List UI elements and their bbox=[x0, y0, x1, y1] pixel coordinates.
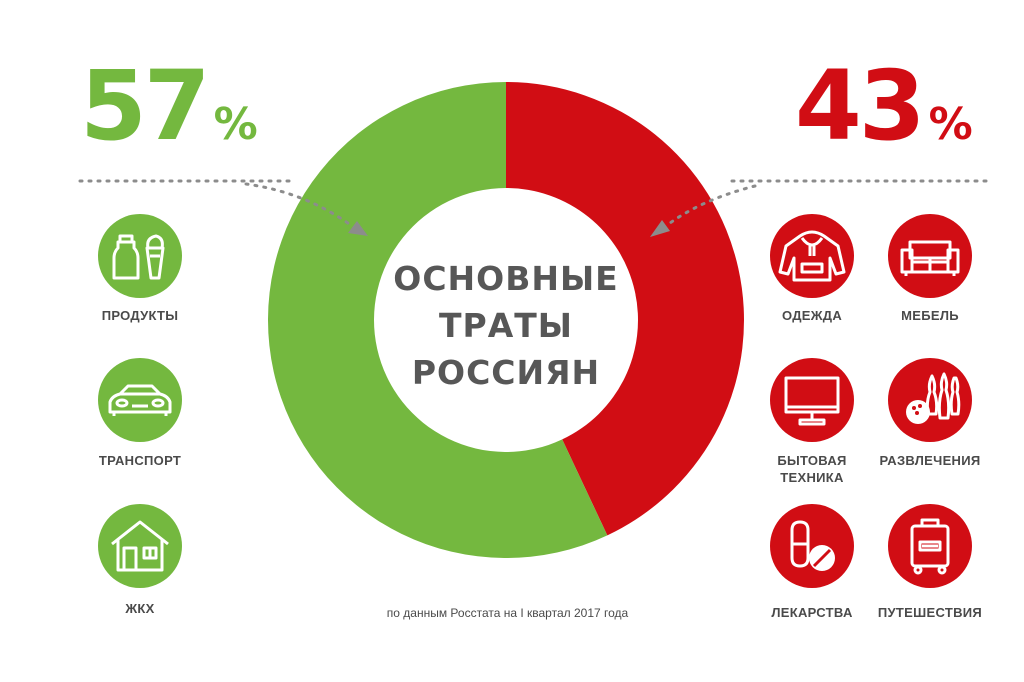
chart-title-line-1: ОСНОВНЫЕ bbox=[393, 259, 619, 298]
category-label-clothing: ОДЕЖДА bbox=[781, 308, 843, 323]
donut-slice-green bbox=[268, 82, 608, 558]
right-pointer-arrow bbox=[650, 184, 757, 237]
monitor-icon bbox=[770, 358, 854, 442]
donut-slice-red bbox=[506, 82, 745, 536]
green-share-value: 57% bbox=[80, 58, 258, 154]
red-share-unit: % bbox=[928, 99, 973, 150]
groceries-icon bbox=[98, 214, 182, 298]
category-label-appliances-line-1: БЫТОВАЯ bbox=[777, 453, 847, 468]
bowling-icon bbox=[888, 358, 972, 442]
house-icon bbox=[98, 504, 182, 588]
category-label-utilities: ЖКХ bbox=[125, 601, 155, 616]
pills-icon bbox=[770, 504, 854, 588]
category-label-transport: ТРАНСПОРТ bbox=[98, 453, 182, 468]
chart-title-line-3: РОССИЯН bbox=[411, 353, 601, 392]
red-share-number: 43 bbox=[795, 50, 926, 162]
donut bbox=[268, 82, 745, 558]
hoodie-icon bbox=[770, 214, 854, 298]
category-label-groceries: ПРОДУКТЫ bbox=[101, 308, 179, 323]
category-label-travel: ПУТЕШЕСТВИЯ bbox=[877, 605, 983, 620]
left-pointer-arrow bbox=[244, 182, 368, 236]
car-icon bbox=[98, 358, 182, 442]
red-share-value: 43% bbox=[795, 58, 973, 154]
category-label-medicine: ЛЕКАРСТВА bbox=[771, 605, 853, 620]
category-label-furniture: МЕБЕЛЬ bbox=[901, 308, 959, 323]
category-label-appliances-line-2: ТЕХНИКА bbox=[780, 470, 844, 485]
sofa-icon bbox=[888, 214, 972, 298]
category-label-appliances: БЫТОВАЯ ТЕХНИКА bbox=[742, 452, 882, 486]
suitcase-icon bbox=[888, 504, 972, 588]
chart-title: ОСНОВНЫЕ ТРАТЫ РОССИЯН bbox=[370, 255, 642, 396]
source-note: по данным Росстата на I квартал 2017 год… bbox=[386, 606, 629, 620]
green-share-number: 57 bbox=[80, 50, 211, 162]
category-label-entertainment: РАЗВЛЕЧЕНИЯ bbox=[879, 453, 981, 468]
chart-title-line-2: ТРАТЫ bbox=[439, 306, 573, 345]
green-share-unit: % bbox=[213, 99, 258, 150]
